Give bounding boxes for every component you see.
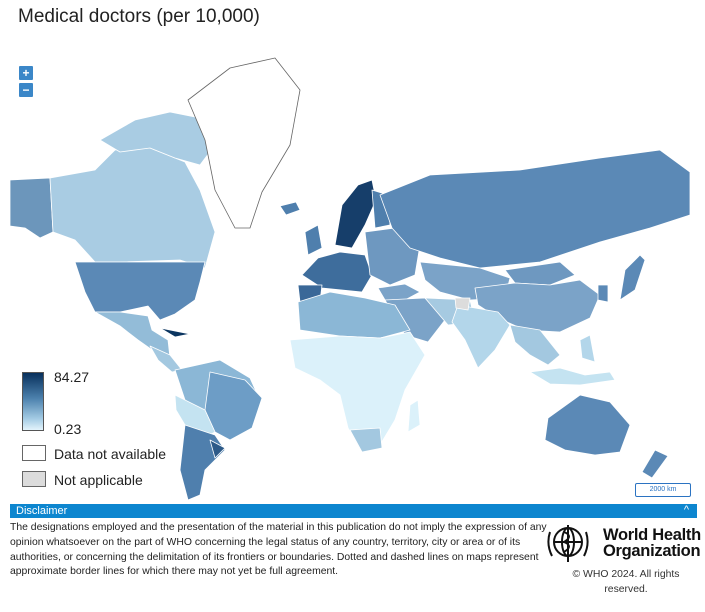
turkey-region bbox=[377, 283, 421, 301]
not-applicable-swatch bbox=[22, 471, 46, 487]
collapse-icon[interactable]: ^ bbox=[683, 504, 689, 516]
legend-min-value: 0.23 bbox=[54, 421, 82, 437]
no-data-swatch bbox=[22, 445, 46, 461]
sub-saharan-africa-region bbox=[289, 331, 426, 451]
legend-max-value: 84.27 bbox=[54, 369, 90, 385]
not-applicable-region bbox=[454, 297, 471, 311]
cuba-region bbox=[159, 327, 191, 338]
usa-region bbox=[74, 261, 206, 321]
who-emblem-icon bbox=[547, 525, 589, 562]
indonesia-region bbox=[529, 367, 616, 386]
zoom-out-button[interactable]: − bbox=[19, 83, 33, 97]
south-africa-region bbox=[349, 427, 383, 453]
korea-region bbox=[597, 284, 609, 303]
uk-region bbox=[304, 224, 323, 256]
color-gradient-bar bbox=[22, 372, 44, 431]
greenland-region bbox=[187, 57, 301, 229]
scale-bar: 2000 km bbox=[635, 483, 691, 497]
southern-cone-region bbox=[179, 424, 226, 500]
canada-region bbox=[49, 147, 216, 269]
australia-region bbox=[544, 394, 631, 456]
disclaimer-text: The designations employed and the presen… bbox=[10, 522, 547, 578]
new-zealand-region bbox=[641, 449, 669, 479]
alaska-region bbox=[9, 177, 54, 239]
map-title: Medical doctors (per 10,000) bbox=[18, 6, 260, 27]
no-data-label: Data not available bbox=[54, 446, 167, 462]
southeast-asia-region bbox=[509, 324, 561, 366]
disclaimer-header[interactable]: Disclaimer ^ bbox=[10, 504, 697, 518]
iceland-region bbox=[279, 201, 301, 216]
who-logo-block: World Health Organization © WHO 2024. Al… bbox=[546, 522, 701, 595]
not-applicable-label: Not applicable bbox=[54, 472, 143, 488]
japan-region bbox=[619, 254, 646, 301]
madagascar-region bbox=[407, 399, 421, 433]
uruguay-region bbox=[209, 439, 226, 459]
india-region bbox=[451, 304, 511, 369]
copyright-text: © WHO 2024. All rights reserved. bbox=[572, 569, 680, 595]
world-map[interactable] bbox=[0, 40, 705, 500]
mongolia-region bbox=[504, 261, 576, 286]
scandinavia-region bbox=[334, 179, 377, 249]
north-africa-region bbox=[297, 291, 411, 339]
zoom-in-button[interactable]: + bbox=[19, 66, 33, 80]
disclaimer-heading: Disclaimer bbox=[16, 505, 68, 517]
who-name: World Health Organization bbox=[603, 526, 701, 560]
philippines-region bbox=[579, 334, 596, 363]
russia-region bbox=[379, 149, 691, 269]
arctic-islands bbox=[99, 111, 216, 166]
